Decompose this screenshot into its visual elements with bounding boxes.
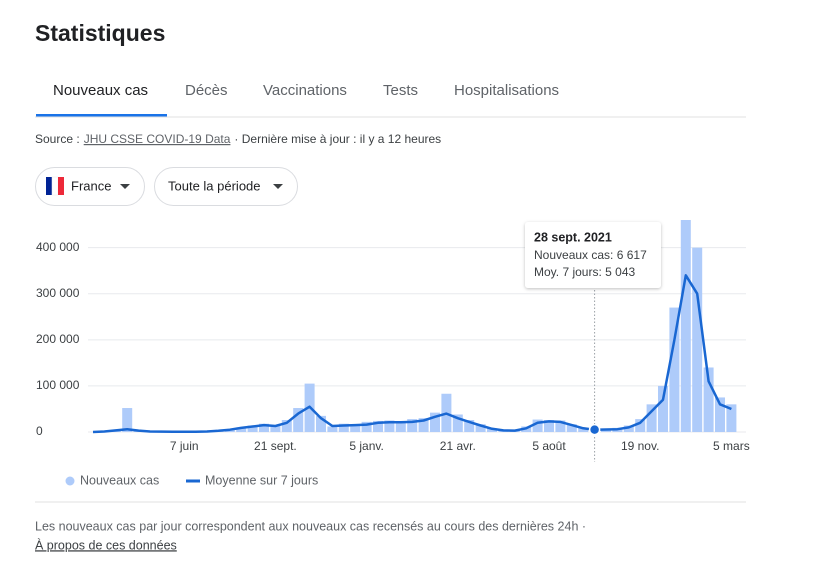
tab[interactable]: Vaccinations [263, 82, 347, 99]
bar [430, 412, 440, 432]
x-tick-label: 5 août [532, 439, 566, 453]
bar [715, 397, 725, 432]
bar [293, 408, 304, 432]
x-tick-label: 19 nov. [621, 439, 659, 453]
tab[interactable]: Hospitalisations [454, 82, 559, 99]
bar [703, 367, 714, 432]
button-frame [154, 167, 298, 206]
bar [680, 220, 691, 432]
legend-swatch [65, 476, 75, 486]
bar [395, 421, 406, 432]
bar [475, 424, 486, 432]
bar [646, 404, 657, 432]
bar [544, 420, 554, 432]
bar [259, 423, 269, 432]
source-suffix: · Dernière mise à jour : il y a 12 heure… [234, 132, 441, 146]
bar [281, 420, 292, 432]
bar [452, 414, 463, 432]
bar [726, 404, 737, 432]
flag [51, 176, 59, 196]
bar [361, 421, 372, 432]
source-link[interactable]: JHU CSSE COVID-19 Data [84, 132, 231, 146]
x-tick-label: 5 mars [713, 439, 750, 453]
country-button[interactable]: France [35, 167, 145, 206]
flag [58, 177, 64, 195]
source-line: Source : JHU CSSE COVID-19 Data · Dernière… [35, 132, 441, 146]
tab[interactable]: Nouveaux cas [53, 82, 148, 99]
bar [236, 427, 247, 432]
bar [327, 426, 338, 432]
y-tick-label: 200 000 [36, 332, 80, 346]
bar [407, 419, 418, 432]
bar [270, 425, 281, 432]
bar [669, 307, 680, 432]
bar [635, 419, 646, 432]
bar [418, 418, 429, 432]
bar [566, 424, 577, 432]
page-title: Statistiques [35, 20, 165, 46]
bar [316, 415, 326, 432]
dropdown-arrow [120, 184, 130, 189]
bar [532, 419, 543, 432]
hover-dot [588, 423, 601, 436]
bar [464, 420, 475, 432]
legend-label: Moyenne sur 7 jours [205, 473, 318, 487]
legend: Nouveaux cas Moyenne sur 7 jours [65, 473, 318, 487]
bar [122, 408, 133, 432]
tooltip-line: Moy. 7 jours: 5 043 [534, 265, 635, 279]
tooltip-box [525, 222, 661, 288]
tooltip-line: Nouveaux cas: 6 617 [534, 248, 647, 262]
bar [373, 420, 383, 432]
y-tick-label: 0 [36, 424, 43, 438]
bar [578, 427, 589, 432]
source-prefix: Source : [35, 132, 80, 146]
footer-link[interactable]: À propos de ces données [35, 537, 177, 552]
legend-label: Nouveaux cas [80, 473, 159, 487]
bar [384, 420, 395, 432]
x-tick-label: 21 sept. [254, 439, 297, 453]
bar [555, 420, 566, 432]
y-tick-label: 400 000 [36, 240, 80, 254]
tab-indicator [36, 114, 167, 117]
x-tick-label: 7 juin [170, 439, 199, 453]
bar [338, 423, 349, 432]
bar [692, 247, 703, 432]
bar [623, 425, 634, 432]
bar [247, 425, 258, 432]
plot: 0 100 000 200 000 300 000 400 000 7 juin 21 se… [36, 220, 750, 462]
button-label: Toute la période [168, 178, 261, 193]
tooltip: 28 sept. 2021 Nouveaux cas: 6 617 Moy. 7 j… [525, 222, 661, 288]
line [92, 274, 732, 434]
y-tick-label: 100 000 [36, 378, 80, 392]
button-label: France [71, 178, 111, 193]
dropdown-arrow [273, 184, 283, 189]
tooltip-date: 28 sept. 2021 [534, 230, 612, 244]
x-tick-label: 21 avr. [440, 439, 476, 453]
x-tick-label: 5 janv. [349, 439, 383, 453]
tab[interactable]: Tests [383, 82, 418, 99]
period-button[interactable]: Toute la période [154, 167, 298, 206]
y-tick-label: 300 000 [36, 286, 80, 300]
tab[interactable]: Décès [185, 82, 228, 99]
flag [46, 177, 52, 195]
bar [487, 428, 497, 432]
bar [350, 424, 361, 432]
tabs: Nouveaux cas Décès Vaccinations Tests Ho… [35, 82, 746, 118]
bar [658, 385, 668, 432]
footer-note: Les nouveaux cas par jour correspondent … [35, 519, 586, 533]
